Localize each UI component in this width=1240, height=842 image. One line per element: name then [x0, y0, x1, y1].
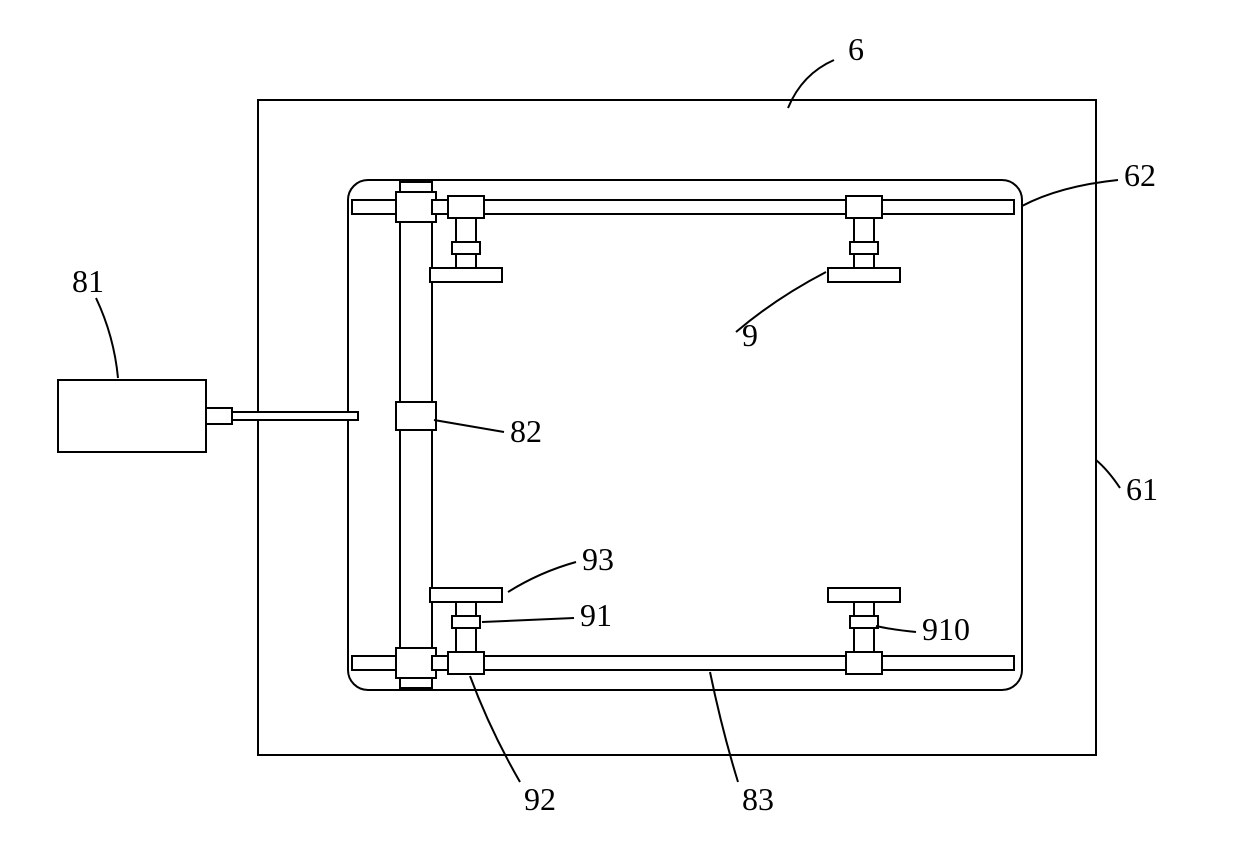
- motor-tip-81: [206, 408, 232, 424]
- label-82: 82: [510, 413, 542, 449]
- label-9: 9: [742, 317, 758, 353]
- clamp-top-right-9-post1: [854, 218, 874, 242]
- clamp-top-right-9-spacer: [850, 242, 878, 254]
- clamp-bottom-right-910-post2: [854, 602, 874, 616]
- patent-figure: 6 62 81 9 82 61 93 91 910 92 83: [0, 0, 1240, 842]
- beam-stub-top-left: [352, 200, 396, 214]
- vbar-connector-mid: [396, 402, 436, 430]
- clamp-bottom-left-91-93-post2: [456, 602, 476, 616]
- clamp-top-left-cap: [430, 268, 502, 282]
- carriage-top-right: [846, 196, 882, 218]
- motor-body-81: [58, 380, 206, 452]
- clamp-top-right-9-post2: [854, 254, 874, 268]
- clamp-bottom-left-91-93-spacer: [452, 616, 480, 628]
- clamp-top-left-post2: [456, 254, 476, 268]
- label-83: 83: [742, 781, 774, 817]
- label-62: 62: [1124, 157, 1156, 193]
- label-91: 91: [580, 597, 612, 633]
- clamp-bottom-right-910-cap: [828, 588, 900, 602]
- vertical-bar-82: [400, 182, 432, 688]
- top-beam-62: [432, 200, 1014, 214]
- bottom-beam-83: [432, 656, 1014, 670]
- label-92: 92: [524, 781, 556, 817]
- clamp-top-left-spacer: [452, 242, 480, 254]
- carriage-top-left: [448, 196, 484, 218]
- label-910: 910: [922, 611, 970, 647]
- carriage-bottom-right: [846, 652, 882, 674]
- carriage-bottom-left-92: [448, 652, 484, 674]
- clamp-bottom-left-91-93-post1: [456, 628, 476, 652]
- label-61: 61: [1126, 471, 1158, 507]
- label-81: 81: [72, 263, 104, 299]
- motor-shaft-81: [232, 412, 358, 420]
- clamp-bottom-left-91-93-cap: [430, 588, 502, 602]
- label-6: 6: [848, 31, 864, 67]
- clamp-top-left-post1: [456, 218, 476, 242]
- vbar-connector-bottom: [396, 648, 436, 678]
- inner-frame-61: [348, 180, 1022, 690]
- beam-stub-bottom-left: [352, 656, 396, 670]
- vbar-connector-top: [396, 192, 436, 222]
- clamp-bottom-right-910-spacer: [850, 616, 878, 628]
- label-93: 93: [582, 541, 614, 577]
- clamp-bottom-right-910-post1: [854, 628, 874, 652]
- clamp-top-right-9-cap: [828, 268, 900, 282]
